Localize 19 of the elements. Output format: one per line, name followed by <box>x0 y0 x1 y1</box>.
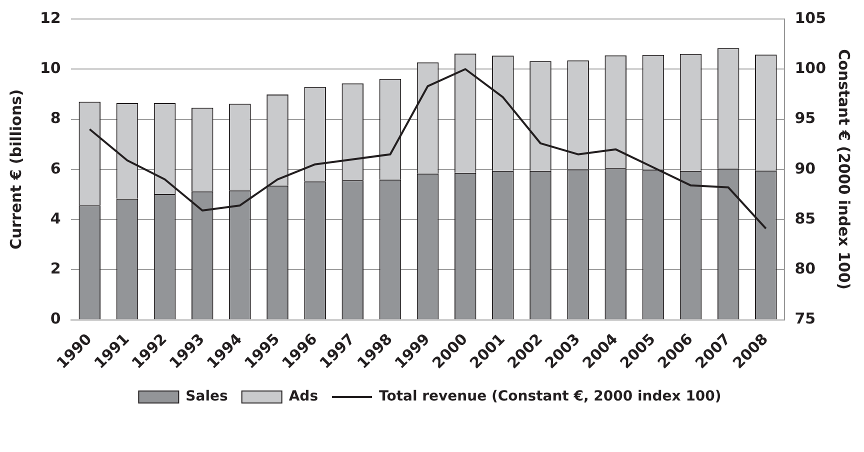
y-axis-title: Current € (billions) <box>6 89 25 250</box>
y-tick-label: 12 <box>40 8 61 27</box>
y2-tick-label: 80 <box>794 260 816 278</box>
y-tick-label: 8 <box>50 109 61 128</box>
y2-tick-label: 100 <box>794 59 826 78</box>
y-tick-label: 4 <box>50 209 61 228</box>
y-tick-label: 6 <box>50 159 61 178</box>
y2-axis-title: Constant € (2000 index 100) <box>835 49 854 290</box>
y2-tick-label: 90 <box>794 159 816 178</box>
y-tick-label: 10 <box>40 59 61 78</box>
legend-label: Sales <box>186 388 228 405</box>
y2-tick-label: 85 <box>794 209 816 228</box>
y-tick-label: 2 <box>50 260 61 278</box>
y2-tick-label: 75 <box>794 310 816 328</box>
y-tick-label: 0 <box>50 310 61 328</box>
y2-tick-label: 95 <box>794 109 816 128</box>
legend-label: Total revenue (Constant €, 2000 index 100) <box>379 388 722 405</box>
legend-label: Ads <box>288 388 318 405</box>
y2-tick-label: 105 <box>794 8 826 27</box>
